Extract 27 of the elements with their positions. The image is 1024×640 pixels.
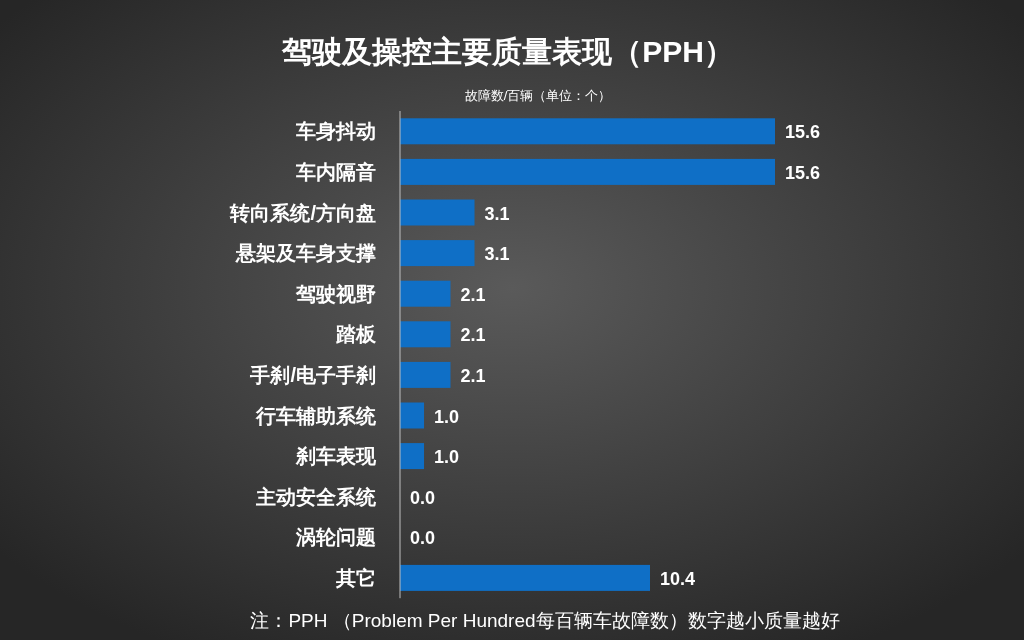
data-label: 1.0 <box>434 406 460 427</box>
data-label: 0.0 <box>410 528 436 549</box>
y-tick-label: 车身抖动 <box>295 120 376 143</box>
y-tick-label: 转向系统/方向盘 <box>229 201 376 224</box>
y-tick-label: 悬架及车身支撑 <box>235 242 376 265</box>
data-label: 15.6 <box>785 122 821 143</box>
data-label: 2.1 <box>460 365 486 386</box>
y-tick-label: 涡轮问题 <box>295 526 376 549</box>
y-tick-label: 其它 <box>335 566 376 589</box>
data-label: 3.1 <box>484 203 510 224</box>
y-tick-label: 主动安全系统 <box>255 485 377 508</box>
data-label: 2.1 <box>460 284 486 305</box>
data-label: 15.6 <box>785 162 821 183</box>
y-tick-label: 手刹/电子手刹 <box>249 363 376 386</box>
y-tick-label: 行车辅助系统 <box>255 404 377 427</box>
y-tick-label: 踏板 <box>335 323 377 346</box>
text: 注：PPH （Problem Per Hundred每百辆车故障数）数字越小质量越好 <box>250 610 840 631</box>
data-label: 2.1 <box>460 325 486 346</box>
y-tick-label: 刹车表现 <box>295 445 377 468</box>
data-label: 10.4 <box>660 568 696 589</box>
y-tick-label: 驾驶视野 <box>295 282 376 305</box>
data-label: 1.0 <box>434 447 460 468</box>
chart-title: 驾驶及操控主要质量表现（PPH） <box>281 35 734 68</box>
y-tick-label: 车内隔音 <box>295 160 376 183</box>
data-label: 0.0 <box>410 487 436 508</box>
data-label: 3.1 <box>484 244 510 265</box>
chart-subtitle: 故障数/百辆（单位：个） <box>464 88 612 103</box>
